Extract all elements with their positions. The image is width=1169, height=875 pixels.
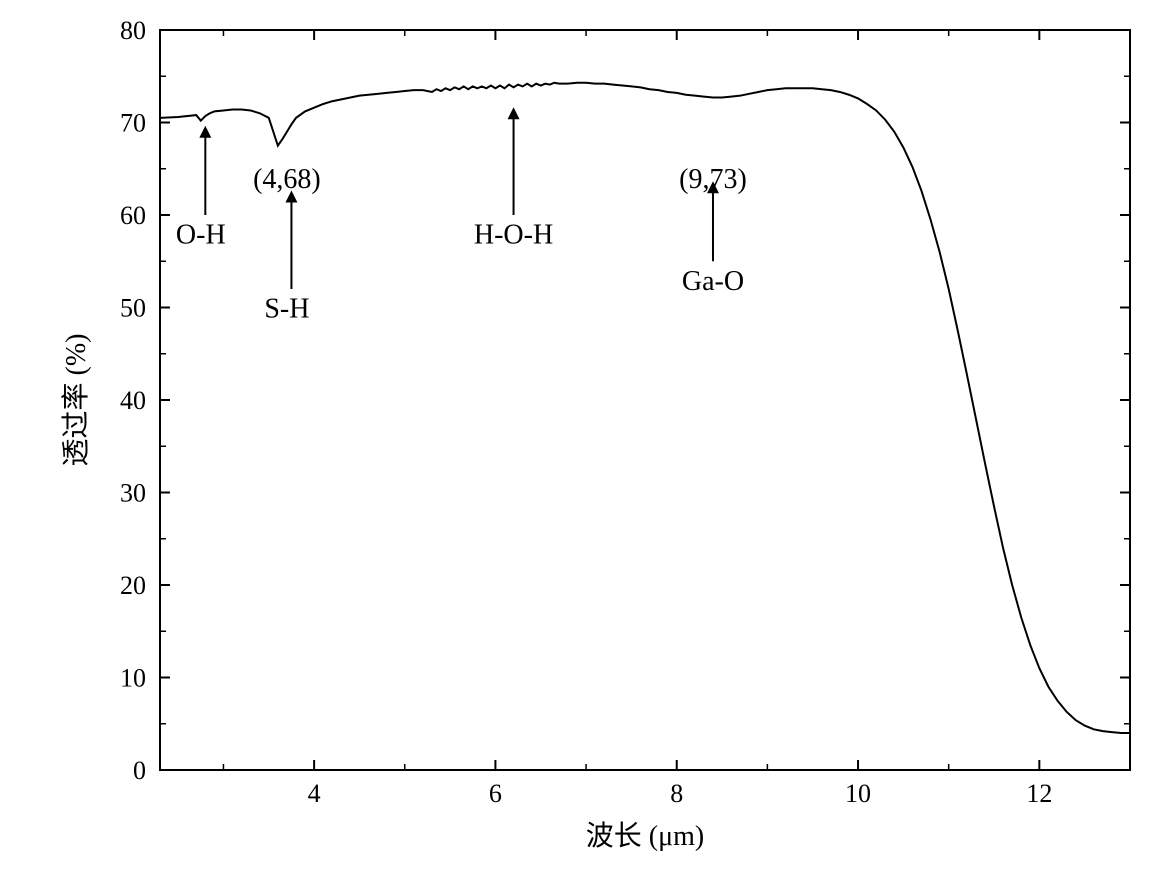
y-tick-label: 0 xyxy=(133,756,146,785)
x-axis-label: 波长 (μm) xyxy=(586,820,704,852)
y-tick-label: 50 xyxy=(120,294,146,323)
y-tick-label: 70 xyxy=(120,109,146,138)
annotation-label-bottom-sh: S-H xyxy=(264,294,309,325)
plot-frame xyxy=(160,30,1130,770)
transmittance-chart: 4 6 8 10 12 0 10 20 30 40 50 60 70 80 波长 (μm) 透过率 (%) O-… xyxy=(0,0,1169,875)
x-tick-label: 12 xyxy=(1026,779,1052,808)
x-tick-label: 10 xyxy=(845,779,871,808)
y-tick-label: 40 xyxy=(120,386,146,415)
x-tick-label: 8 xyxy=(670,779,683,808)
annotation-label-oh: O-H xyxy=(176,220,226,251)
annotation-label-top-gao: (9,73) xyxy=(679,164,747,195)
x-tick-label: 6 xyxy=(489,779,502,808)
chart-container: 4 6 8 10 12 0 10 20 30 40 50 60 70 80 波长 (μm) 透过率 (%) O-… xyxy=(0,0,1169,875)
annotation-label-bottom-gao: Ga-O xyxy=(682,266,744,297)
x-tick-label: 4 xyxy=(308,779,321,808)
y-axis-label: 透过率 (%) xyxy=(60,334,92,467)
y-tick-label: 20 xyxy=(120,571,146,600)
y-tick-label: 80 xyxy=(120,16,146,45)
y-tick-label: 60 xyxy=(120,201,146,230)
annotation-label-hoh: H-O-H xyxy=(474,220,553,251)
annotation-label-top-sh: (4,68) xyxy=(253,164,321,195)
y-tick-label: 30 xyxy=(120,479,146,508)
y-tick-label: 10 xyxy=(120,664,146,693)
